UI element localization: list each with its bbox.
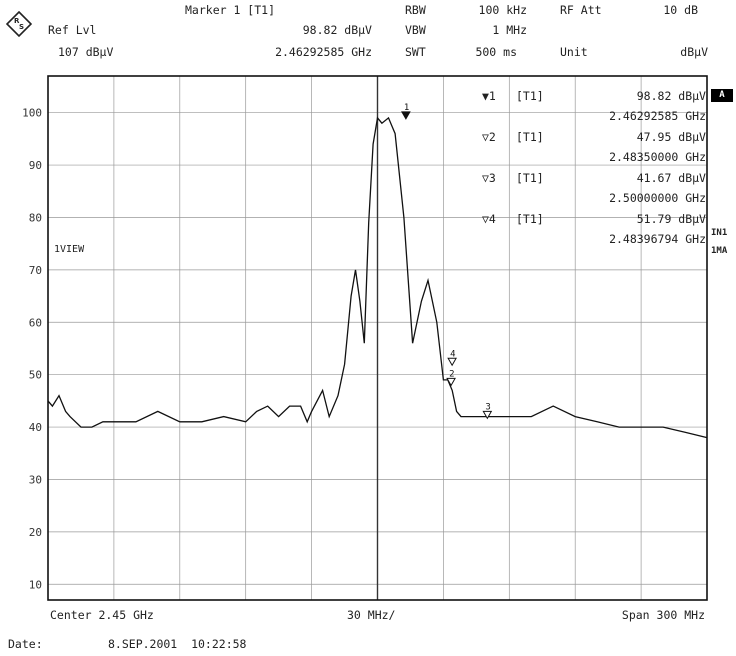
marker-2 [446,377,456,387]
input-indicator: IN1 [711,228,728,238]
marker-table-number: ▽3 [482,171,496,185]
y-tick-label: 70 [29,264,42,277]
marker-table-trace: [T1] [516,130,544,144]
marker-table-trace: [T1] [516,171,544,185]
date-value: 8.SEP.2001 10:22:58 [108,637,247,651]
y-tick-label: 20 [29,526,42,539]
marker-readout-label: Marker 1 [T1] [185,3,276,17]
unit-value: dBμV [680,45,708,59]
marker-table-level: 47.95 dBμV [636,130,706,144]
y-tick-label: 100 [22,107,42,120]
marker-1-label: 1 [404,103,409,113]
marker-table-freq: 2.48350000 GHz [609,150,706,164]
marker-table-level: 51.79 dBμV [636,212,706,226]
frequency-per-division: 30 MHz/ [347,608,396,622]
y-tick-labels: 10 20 30 40 50 60 70 80 90 100 [22,107,42,592]
marker-table-number: ▽4 [482,212,496,226]
trace-view-label: 1VIEW [54,244,85,255]
y-tick-label: 40 [29,421,42,434]
plot-grid [48,76,707,600]
plot-frame [47,75,708,601]
marker-4 [447,357,457,367]
marker-2-label: 2 [449,369,454,379]
span-value: Span 300 MHz [621,608,705,622]
marker-table-freq: 2.50000000 GHz [609,191,706,205]
marker-3 [482,410,493,420]
svg-text:R: R [14,17,20,25]
y-tick-label: 50 [29,369,42,382]
unit-label: Unit [560,45,588,59]
marker-table-number: ▽2 [482,130,496,144]
marker-table-level: 41.67 dBμV [636,171,706,185]
vbw-value: 1 MHz [492,23,527,37]
rf-att-value: 10 dB [663,3,698,17]
marker-table-level: 98.82 dBμV [636,89,706,103]
marker-3-label: 3 [485,402,490,412]
date-label: Date: [8,637,43,651]
mode-indicator: 1MA [711,246,728,256]
rohde-schwarz-logo-icon: R S [6,11,32,37]
marker-level-readout: 98.82 dBμV [302,23,372,37]
y-tick-label: 60 [29,316,42,329]
marker-table-trace: [T1] [516,212,544,226]
y-tick-label: 90 [29,159,42,172]
ref-level-value: 107 dBμV [58,45,114,59]
vbw-label: VBW [405,23,426,37]
center-frequency: Center 2.45 GHz [50,608,154,622]
spectrum-trace [47,116,708,439]
marker-1 [401,111,411,120]
rf-att-label: RF Att [560,3,602,17]
rbw-label: RBW [405,3,426,17]
trace-a-indicator: A [711,89,733,102]
marker-4-label: 4 [450,349,455,359]
svg-text:S: S [19,23,24,31]
marker-table-number: ▼1 [482,89,496,103]
marker-frequency-readout: 2.46292585 GHz [275,45,372,59]
rbw-value: 100 kHz [478,3,527,17]
swt-value: 500 ms [475,45,517,59]
marker-table-trace: [T1] [516,89,544,103]
y-tick-label: 80 [29,211,42,224]
trace-markers: 1 2 3 4 [401,103,493,420]
ref-level-label: Ref Lvl [48,23,97,37]
swt-label: SWT [405,45,426,59]
y-tick-label: 30 [29,473,42,486]
marker-table-freq: 2.48396794 GHz [609,232,706,246]
marker-table-freq: 2.46292585 GHz [609,109,706,123]
y-tick-label: 10 [29,578,42,591]
